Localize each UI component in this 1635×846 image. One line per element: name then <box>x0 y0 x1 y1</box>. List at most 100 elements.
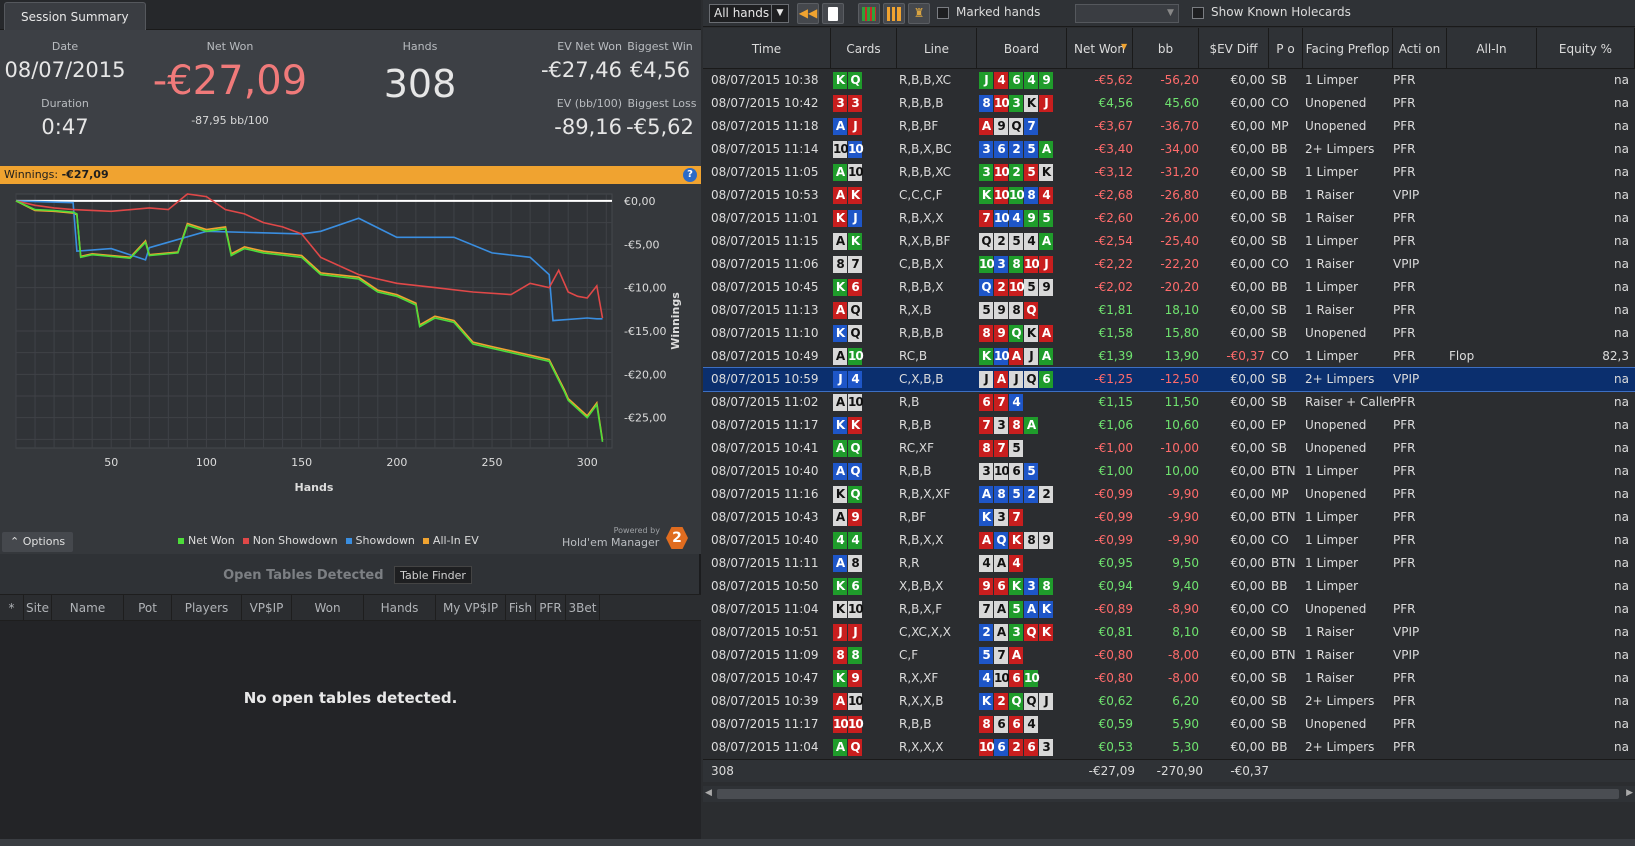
column-header-8[interactable]: Facing Preflop <box>1303 28 1393 69</box>
table-row[interactable]: 08/07/2015 11:11 A 8 R,R 4 A 4 €0,95 9,50 €0,00 BT… <box>703 552 1635 575</box>
open-tables-col-8[interactable]: My VP$IP <box>436 595 506 622</box>
table-row[interactable]: 08/07/2015 10:38 K Q R,B,B,XC J 4 6 4 9 -€5,62 -56… <box>703 69 1635 92</box>
help-icon[interactable]: ? <box>683 168 697 182</box>
table-row[interactable]: 08/07/2015 11:04 A Q R,X,X,X 10 6 2 6 3 €0,53 5,30… <box>703 736 1635 759</box>
open-tables-col-2[interactable]: Name <box>52 595 124 622</box>
column-header-5[interactable]: bb <box>1133 28 1199 69</box>
table-row[interactable]: 08/07/2015 11:18 A J R,B,BF A 9 Q 7 -€3,67 -36,70… <box>703 115 1635 138</box>
cell-net-won: -€1,00 <box>1094 441 1133 455</box>
net-won-value: -€27,09 <box>152 58 308 104</box>
column-header-0[interactable]: Time <box>703 28 831 69</box>
table-row[interactable]: 08/07/2015 11:17 1010 R,B,B 8 6 6 4 €0,59 5,90 €0… <box>703 713 1635 736</box>
column-header-7[interactable]: P o <box>1269 28 1303 69</box>
cell-line: R,B,B <box>899 717 932 731</box>
cell-line: R,B,X,F <box>899 602 943 616</box>
open-tables-col-0[interactable]: * <box>0 595 24 622</box>
table-row[interactable]: 08/07/2015 10:51 J J C,XC,X,X 2 A 3 Q K €0,81 8,10… <box>703 621 1635 644</box>
table-row[interactable]: 08/07/2015 11:17 K K R,B,B 7 3 8 A €1,06 10,60 €0,… <box>703 414 1635 437</box>
table-row[interactable]: 08/07/2015 11:05 A 10 R,B,B,XC 3 10 2 5 K -€3,12-… <box>703 161 1635 184</box>
cell-allin <box>1449 276 1537 299</box>
cell-action: PFR <box>1393 418 1416 432</box>
column-header-3[interactable]: Board <box>977 28 1067 69</box>
legend-item[interactable]: Non Showdown <box>242 534 338 547</box>
table-row[interactable]: 08/07/2015 10:39 A 10 R,X,X,B K 2 Q Q J €0,62 6,20… <box>703 690 1635 713</box>
table-row[interactable]: 08/07/2015 11:16 K Q R,B,X,XF A 8 5 2 2 -€0,99 -9,… <box>703 483 1635 506</box>
table-row[interactable]: 08/07/2015 10:43 A 9 R,BF K 3 7 -€0,99 -9,90 €0,0… <box>703 506 1635 529</box>
table-row[interactable]: 08/07/2015 10:49 A 10 RC,B K 10 A J A €1,39 13,90-… <box>703 345 1635 368</box>
column-header-9[interactable]: Acti on <box>1393 28 1447 69</box>
table-row[interactable]: 08/07/2015 11:02 A 10 R,B 6 7 4 €1,15 11,50 €0,00… <box>703 391 1635 414</box>
table-row[interactable]: 08/07/2015 10:53 A K C,C,C,F K 1010 8 4 -€2,68 -2… <box>703 184 1635 207</box>
cell-line: R,B,B,XC <box>899 165 951 179</box>
open-tables-col-7[interactable]: Hands <box>364 595 436 622</box>
scrollbar-thumb[interactable] <box>717 789 1619 799</box>
cell-equity: na <box>1614 441 1629 455</box>
table-row[interactable]: 08/07/2015 10:41 A Q RC,XF 8 7 5 -€1,00 -10,00 €0… <box>703 437 1635 460</box>
open-tables-col-6[interactable]: Won <box>292 595 364 622</box>
legend-item[interactable]: All-In EV <box>422 534 479 547</box>
scroll-right-icon[interactable]: ▶ <box>1626 788 1633 798</box>
chevron-down-icon: ▼ <box>1167 8 1174 18</box>
playing-card: 5 <box>1024 463 1038 480</box>
cell-bb: 45,60 <box>1164 96 1199 110</box>
cell-position: SB <box>1271 441 1287 455</box>
trophy-icon[interactable]: ♜ <box>908 3 930 24</box>
marked-hands-checkbox[interactable] <box>937 7 949 19</box>
column-header-1[interactable]: Cards <box>831 28 897 69</box>
playing-card: 2 <box>1009 141 1023 158</box>
open-tables-col-4[interactable]: Players <box>172 595 242 622</box>
hand-filter-select[interactable]: All hands ▼ <box>709 4 789 23</box>
table-row[interactable]: 08/07/2015 10:42 3 3 R,B,B,B 8 10 3 K J €4,56 45,6… <box>703 92 1635 115</box>
column-header-4[interactable]: Net Won <box>1067 28 1133 69</box>
column-header-10[interactable]: All-In <box>1447 28 1537 69</box>
open-tables-col-1[interactable]: Site <box>24 595 52 622</box>
column-header-6[interactable]: $EV Diff <box>1199 28 1269 69</box>
open-tables-col-10[interactable]: PFR <box>536 595 566 622</box>
table-row[interactable]: 08/07/2015 11:06 8 7 C,B,B,X 10 3 8 10 J -€2,22 -2… <box>703 253 1635 276</box>
rewind-icon[interactable]: ◀◀ <box>797 3 819 24</box>
open-tables-col-9[interactable]: Fish <box>506 595 536 622</box>
legend-item[interactable]: Net Won <box>178 534 235 547</box>
known-holecards-checkbox[interactable] <box>1192 7 1204 19</box>
grid-icon[interactable] <box>858 3 880 24</box>
table-row[interactable]: 08/07/2015 11:15 A K R,X,B,BF Q 2 5 4 A -€2,54 -25… <box>703 230 1635 253</box>
cell-position: SB <box>1271 671 1287 685</box>
table-row[interactable]: 08/07/2015 11:10 K Q R,B,B,B 8 9 Q K A €1,58 15,80… <box>703 322 1635 345</box>
playing-card: K <box>833 670 847 687</box>
table-row[interactable]: 08/07/2015 11:04 K 10 R,B,X,F 7 A 5 A K -€0,89 -8,… <box>703 598 1635 621</box>
table-finder-button[interactable]: Table Finder <box>394 566 472 584</box>
table-row[interactable]: 08/07/2015 11:13 A Q R,X,B 5 9 8 Q €1,81 18,10 €0,… <box>703 299 1635 322</box>
table-row[interactable]: 08/07/2015 11:09 8 8 C,F 5 7 A -€0,80 -8,00 €0,00… <box>703 644 1635 667</box>
table-row[interactable]: 08/07/2015 11:01 K J R,B,X,X 7 10 4 9 5 -€2,60 -26… <box>703 207 1635 230</box>
cell-facing: 1 Raiser <box>1305 671 1354 685</box>
scroll-left-icon[interactable]: ◀ <box>705 788 712 798</box>
table-row[interactable]: 08/07/2015 10:40 A Q R,B,B 3 10 6 5 €1,00 10,00 €0… <box>703 460 1635 483</box>
cell-allin <box>1449 322 1537 345</box>
playing-card: A <box>833 187 847 204</box>
cell-position: SB <box>1271 717 1287 731</box>
tab-session-summary[interactable]: Session Summary <box>4 2 146 30</box>
cell-action: PFR <box>1393 556 1416 570</box>
open-tables-col-3[interactable]: Pot <box>124 595 172 622</box>
table-row[interactable]: 08/07/2015 11:14 1010 R,B,X,BC 3 6 2 5 A -€3,40-… <box>703 138 1635 161</box>
open-tables-col-11[interactable]: 3Bet <box>566 595 600 622</box>
options-button[interactable]: ⌃ Options <box>2 532 74 552</box>
column-header-11[interactable]: Equity % <box>1537 28 1635 69</box>
open-tables-col-5[interactable]: VP$IP <box>242 595 292 622</box>
table-row[interactable]: 08/07/2015 10:45 K 6 R,B,B,X Q 2 10 5 9 -€2,02 -20… <box>703 276 1635 299</box>
replay-cards-icon[interactable] <box>822 3 844 24</box>
legend-item[interactable]: Showdown <box>345 534 415 547</box>
table-row[interactable]: 08/07/2015 10:47 K 9 R,X,XF 4 10 6 10 -€0,80 -8,0… <box>703 667 1635 690</box>
table-row[interactable]: 08/07/2015 10:40 4 4 R,B,X,X A Q K 8 9 -€0,99 -9,9… <box>703 529 1635 552</box>
cell-time: 08/07/2015 10:40 <box>711 533 819 547</box>
table-row[interactable]: 08/07/2015 10:50 K 6 X,B,B,X 9 6 K 3 8 €0,94 9,40 €… <box>703 575 1635 598</box>
marked-hands-select[interactable]: ▼ <box>1075 4 1179 23</box>
table-row[interactable]: 08/07/2015 10:59 J 4 C,X,B,B J A J Q 6 -€1,25 -12,… <box>703 367 1635 392</box>
column-header-2[interactable]: Line <box>897 28 977 69</box>
bar-chart-icon[interactable] <box>883 3 905 24</box>
playing-card: 3 <box>1039 739 1053 756</box>
horizontal-scrollbar[interactable]: ◀ ▶ <box>703 786 1635 802</box>
